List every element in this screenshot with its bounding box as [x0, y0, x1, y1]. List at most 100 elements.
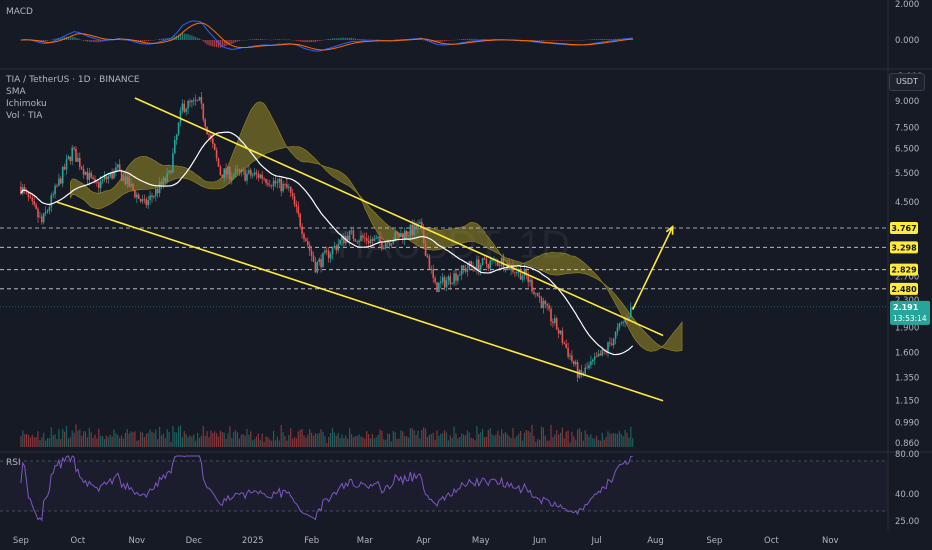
macd-bar	[159, 38, 161, 40]
candle	[595, 351, 598, 358]
projection-arrow[interactable]	[631, 225, 674, 310]
candle	[90, 170, 92, 179]
macd-bar	[147, 40, 149, 42]
channel-upper-line[interactable]	[134, 97, 664, 337]
volume-bar	[605, 437, 607, 447]
macd-bar	[54, 38, 56, 40]
arrow-head[interactable]	[665, 225, 674, 235]
svg-text:2.480: 2.480	[891, 285, 917, 294]
volume-bar	[584, 430, 586, 447]
volume-bar	[65, 425, 68, 447]
volume-bar	[301, 428, 303, 447]
macd-bar	[309, 40, 311, 43]
volume-bar	[238, 438, 240, 447]
macd-bar	[73, 36, 75, 40]
macd-bar	[605, 39, 607, 40]
arrow-shaft[interactable]	[631, 226, 674, 310]
macd-bar	[248, 39, 250, 40]
candle	[365, 232, 368, 246]
candle	[61, 165, 64, 188]
ichimoku-cloud	[70, 101, 683, 352]
last-price-tag: 2.191 13:53:14	[890, 300, 930, 325]
candle	[430, 265, 433, 274]
time-axis[interactable]: Sep Oct Nov Dec 2025 Feb Mar Apr May Jun Jul Aug Sep…	[13, 536, 839, 546]
volume-bar	[542, 427, 544, 447]
volume-bar	[594, 438, 596, 447]
falling-channel[interactable]	[56, 97, 664, 402]
macd-bar	[615, 38, 617, 40]
candle	[356, 240, 358, 245]
volume-bar	[385, 439, 387, 447]
macd-bar	[445, 40, 448, 41]
volume-bar	[50, 427, 52, 447]
level-tag: 3.767	[890, 221, 918, 234]
volume-bar	[628, 437, 630, 447]
volume-bar	[174, 431, 176, 447]
volume-bar	[121, 435, 123, 447]
candle	[137, 192, 140, 200]
indicator-ichimoku-label: Ichimoku	[6, 99, 47, 109]
volume-bar	[330, 432, 332, 447]
macd-bar	[141, 40, 144, 42]
candle	[525, 266, 528, 280]
candle	[52, 191, 54, 199]
candle	[139, 198, 142, 203]
volume-bar	[352, 437, 354, 447]
volume-bar	[45, 440, 47, 447]
candle	[550, 305, 552, 326]
candle	[607, 341, 609, 358]
volume-bar	[88, 427, 90, 447]
rsi-label: RSI	[6, 458, 21, 468]
volume-bar	[269, 439, 271, 447]
macd-bar	[119, 39, 121, 40]
price-tick: 6.500	[895, 145, 919, 155]
volume-bars	[20, 424, 634, 447]
level-tags: 3.767 3.298 2.829 2.480	[890, 221, 918, 295]
volume-bar	[432, 432, 434, 447]
candle	[164, 176, 167, 185]
channel-lower-line[interactable]	[56, 201, 664, 402]
time-tick: Feb	[304, 536, 319, 546]
candle	[240, 168, 243, 177]
volume-bar	[69, 437, 71, 447]
volume-bar	[407, 437, 410, 447]
watermark: TIAUSDT, 1D	[330, 223, 570, 267]
candle	[177, 121, 180, 137]
volume-bar	[162, 433, 164, 447]
volume-bar	[590, 434, 592, 447]
macd-bar	[102, 40, 104, 42]
candle	[238, 168, 241, 176]
volume-bar	[364, 438, 366, 447]
volume-bar	[62, 428, 64, 447]
volume-bar	[480, 432, 482, 447]
volume-bar	[311, 432, 313, 447]
volume-bar	[343, 437, 345, 447]
volume-bar	[430, 434, 432, 447]
volume-bar	[197, 432, 199, 447]
volume-bar	[392, 430, 394, 447]
volume-bar	[328, 436, 330, 447]
volume-bar	[601, 432, 603, 447]
candle	[259, 173, 262, 180]
volume-bar	[71, 430, 73, 447]
macd-bar	[43, 40, 45, 42]
candle	[136, 191, 138, 204]
macd-bar	[539, 40, 541, 41]
candle	[200, 92, 203, 110]
volume-bar	[26, 433, 28, 447]
volume-bar	[335, 435, 337, 447]
candle	[343, 233, 345, 247]
candle	[143, 194, 146, 204]
volume-bar	[518, 433, 520, 447]
volume-bar	[204, 435, 206, 447]
volume-bar	[563, 438, 565, 447]
volume-bar	[438, 436, 440, 447]
macd-bar	[210, 40, 212, 47]
candle	[202, 103, 205, 123]
volume-bar	[552, 437, 554, 447]
candle	[544, 299, 547, 309]
currency-badge[interactable]: USDT	[889, 73, 925, 91]
volume-bar	[84, 431, 87, 447]
volume-bar	[341, 434, 343, 447]
